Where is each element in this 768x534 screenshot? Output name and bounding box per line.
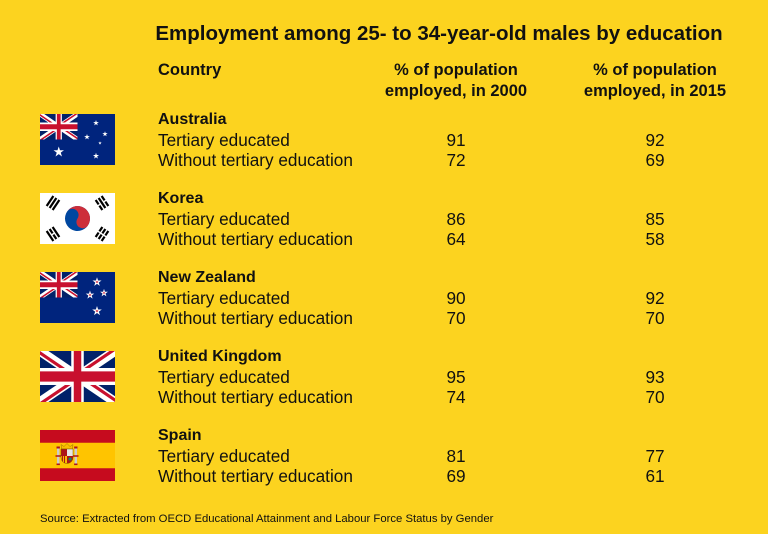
value-2000: 81 (446, 446, 466, 466)
row-label: Tertiary educated (158, 288, 290, 308)
row-label: Without tertiary education (158, 387, 353, 407)
value-2000: 91 (446, 130, 466, 150)
row-label: Without tertiary education (158, 229, 353, 249)
value-2000: 86 (446, 209, 466, 229)
value-2000: 64 (446, 229, 466, 249)
value-2000: 72 (446, 150, 466, 170)
row-label: Without tertiary education (158, 150, 353, 170)
country-group-united-kingdom: United Kingdom Tertiary educated 95 93 W… (0, 347, 768, 427)
spain-flag-icon (40, 430, 115, 481)
country-name: Australia (158, 111, 227, 128)
source-note: Source: Extracted from OECD Educational … (40, 513, 494, 525)
value-2000: 90 (446, 288, 466, 308)
country-name: Spain (158, 427, 202, 444)
value-2000: 74 (446, 387, 466, 407)
table-row: Tertiary educated 95 93 (0, 367, 768, 387)
country-group-new-zealand: New Zealand Tertiary educated 90 92 With… (0, 268, 768, 348)
value-2015: 58 (645, 229, 665, 249)
value-2000: 95 (446, 367, 466, 387)
australia-flag-icon (40, 114, 115, 165)
value-2015: 92 (645, 288, 665, 308)
country-group-korea: Korea Tertiary educated 86 85 Without te… (0, 189, 768, 269)
value-2015: 92 (645, 130, 665, 150)
row-label: Tertiary educated (158, 446, 290, 466)
country-group-australia: Australia Tertiary educated 91 92 Withou… (0, 110, 768, 190)
table-row: Without tertiary education 74 70 (0, 387, 768, 407)
table-row: Without tertiary education 64 58 (0, 229, 768, 249)
table-row: Tertiary educated 91 92 (0, 130, 768, 150)
value-2015: 93 (645, 367, 665, 387)
value-2015: 85 (645, 209, 665, 229)
table-row: Tertiary educated 90 92 (0, 288, 768, 308)
country-group-spain: Spain Tertiary educated 81 77 Without te… (0, 426, 768, 506)
new-zealand-flag-icon (40, 272, 115, 323)
value-2015: 70 (645, 387, 665, 407)
table-row: Without tertiary education 69 61 (0, 466, 768, 486)
table-row: Tertiary educated 86 85 (0, 209, 768, 229)
country-name: United Kingdom (158, 348, 282, 365)
value-2015: 77 (645, 446, 665, 466)
row-label: Without tertiary education (158, 308, 353, 328)
row-label: Without tertiary education (158, 466, 353, 486)
table-row: Without tertiary education 70 70 (0, 308, 768, 328)
value-2000: 69 (446, 466, 466, 486)
row-label: Tertiary educated (158, 209, 290, 229)
column-header-2015: % of population employed, in 2015 (583, 61, 727, 100)
column-header-country: Country (158, 61, 222, 79)
table-row: Without tertiary education 72 69 (0, 150, 768, 170)
value-2000: 70 (446, 308, 466, 328)
column-header-2000: % of population employed, in 2000 (384, 61, 528, 100)
value-2015: 69 (645, 150, 665, 170)
row-label: Tertiary educated (158, 130, 290, 150)
row-label: Tertiary educated (158, 367, 290, 387)
korea-flag-icon (40, 193, 115, 244)
country-name: New Zealand (158, 269, 256, 286)
value-2015: 70 (645, 308, 665, 328)
chart-title: Employment among 25- to 34-year-old male… (155, 22, 723, 45)
country-name: Korea (158, 190, 204, 207)
table-row: Tertiary educated 81 77 (0, 446, 768, 466)
value-2015: 61 (645, 466, 665, 486)
